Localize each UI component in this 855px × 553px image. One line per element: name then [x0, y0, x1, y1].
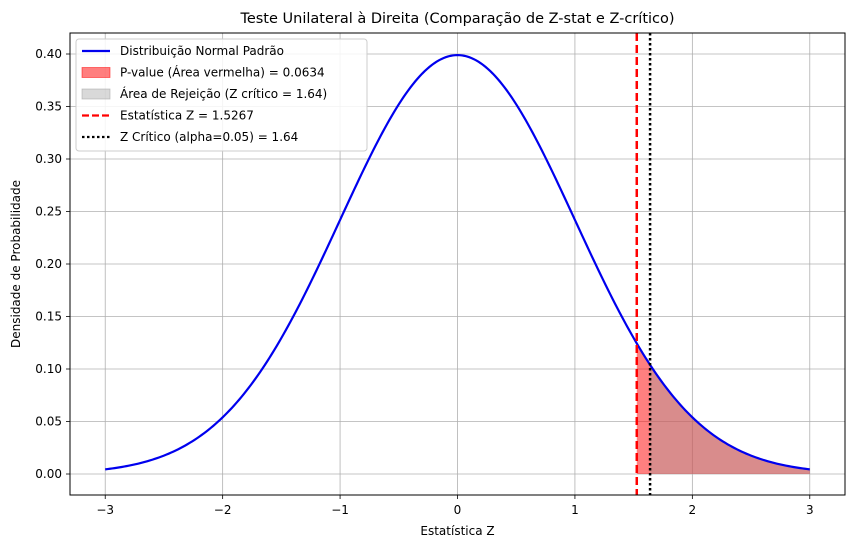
- x-tick-label: 0: [454, 503, 462, 517]
- x-tick-label: 1: [571, 503, 579, 517]
- x-tick-label: −1: [331, 503, 349, 517]
- fill-areas: [636, 343, 810, 474]
- y-axis-label: Densidade de Probabilidade: [9, 180, 23, 348]
- y-tick-label: 0.25: [35, 205, 62, 219]
- x-tick-label: 2: [689, 503, 697, 517]
- legend: Distribuição Normal Padrão P-value (Área …: [75, 38, 368, 152]
- x-axis-label: Estatística Z: [420, 524, 494, 538]
- legend-entry-rejection-marker: [81, 88, 111, 100]
- y-tick-label: 0.40: [35, 47, 62, 61]
- legend-box: [75, 38, 368, 152]
- y-tick-label: 0.30: [35, 152, 62, 166]
- x-tick-label: 3: [806, 503, 814, 517]
- p-value-area: [636, 343, 810, 474]
- axis-ticks: −3 −2 −1 0 1 2 3 0.00 0.05 0.10 0.15 0.20 0.25 0.30 0.…: [35, 47, 813, 517]
- y-tick-label: 0.35: [35, 100, 62, 114]
- x-tick-label: −3: [96, 503, 114, 517]
- legend-entry-z-stat-label: Estatística Z = 1.5267: [120, 109, 254, 123]
- legend-entry-z-critical-label: Z Crítico (alpha=0.05) = 1.64: [120, 130, 298, 144]
- legend-entry-p-value-label: P-value (Área vermelha) = 0.0634: [120, 65, 325, 80]
- normal-curve: [105, 54, 810, 471]
- y-tick-label: 0.00: [35, 467, 62, 481]
- y-tick-label: 0.05: [35, 415, 62, 429]
- y-tick-label: 0.15: [35, 310, 62, 324]
- legend-entry-p-value-marker: [81, 67, 111, 78]
- vertical-lines: [635, 33, 652, 495]
- legend-entry-rejection-label: Área de Rejeição (Z crítico = 1.64): [120, 86, 327, 101]
- legend-entry-curve-label: Distribuição Normal Padrão: [120, 44, 284, 58]
- rejection-area: [650, 364, 810, 474]
- chart-title: Teste Unilateral à Direita (Comparação d…: [239, 11, 674, 27]
- y-tick-label: 0.20: [35, 257, 62, 271]
- y-tick-label: 0.10: [35, 362, 62, 376]
- x-tick-label: −2: [214, 503, 232, 517]
- curve-layer: [105, 54, 810, 471]
